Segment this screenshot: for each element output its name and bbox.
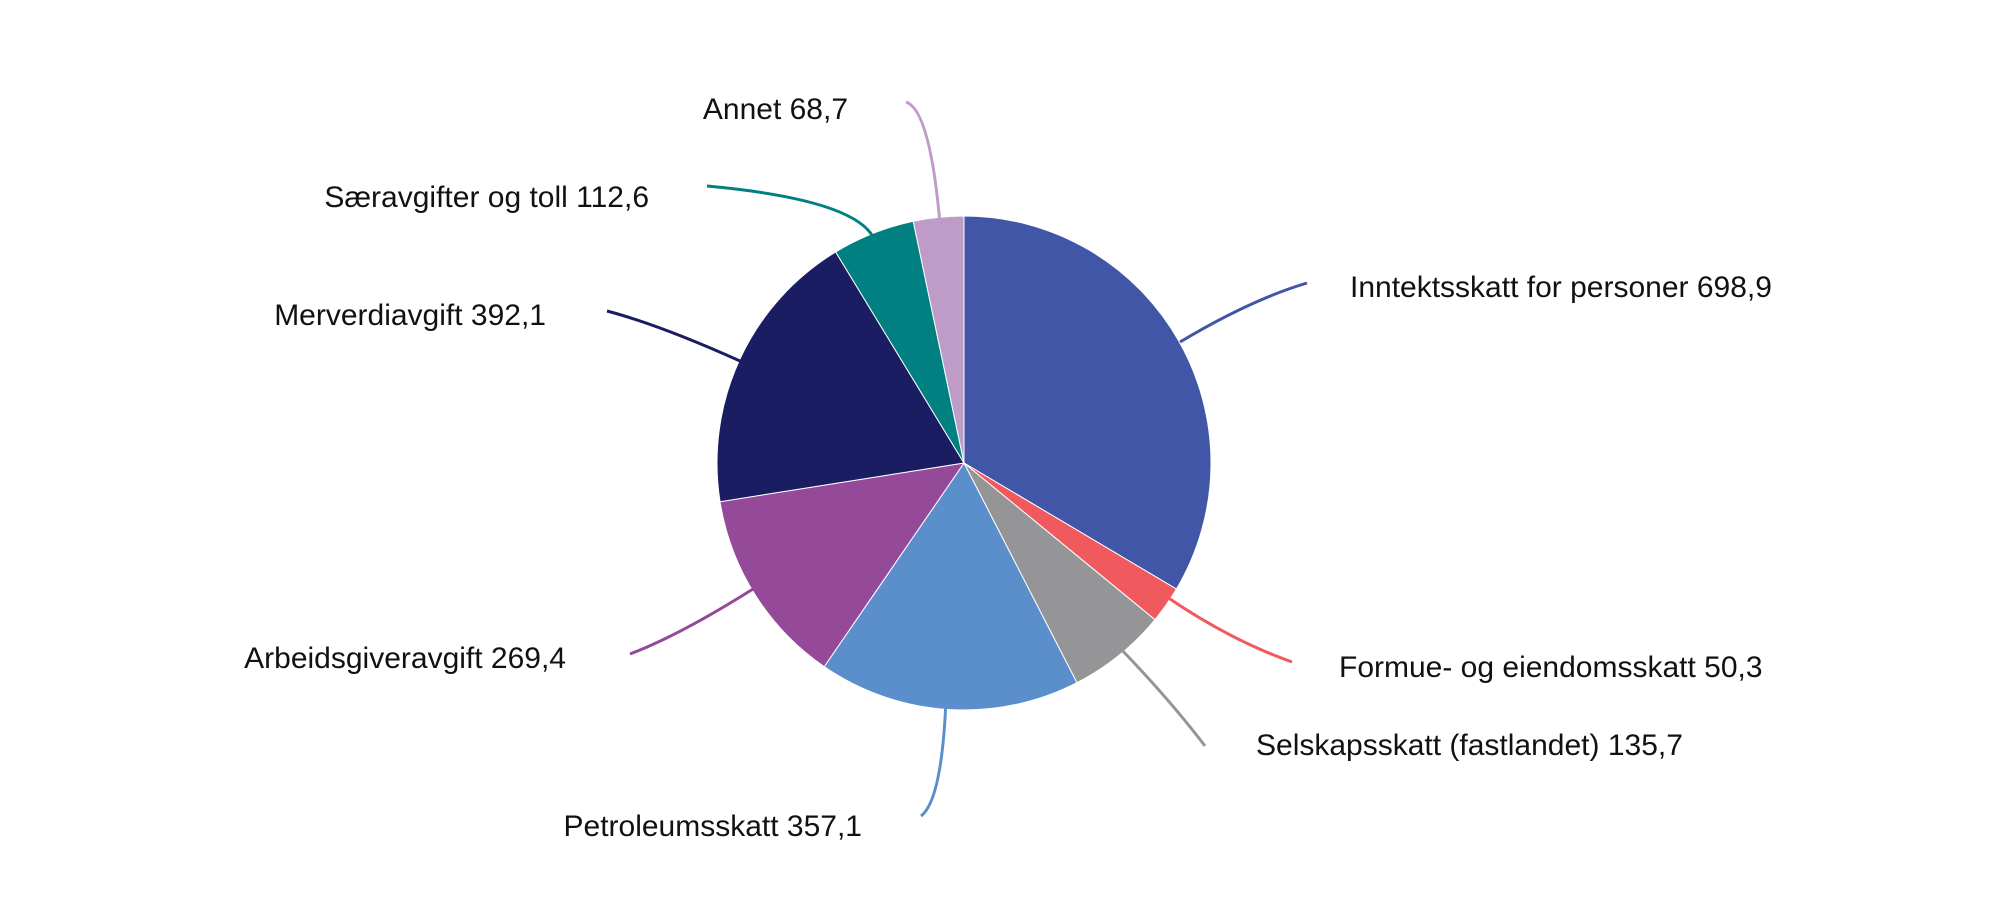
- label-inntektsskatt: Inntektsskatt for personer 698,9: [1350, 271, 1772, 304]
- pie-slice-5: [716, 251, 965, 503]
- leader-line-3: [920, 698, 948, 818]
- leader-line-7: [905, 100, 942, 225]
- label-formuesskatt: Formue- og eiendomsskatt 50,3: [1339, 651, 1763, 684]
- label-arbeidsgiveravgift: Arbeidsgiveravgift 269,4: [244, 642, 566, 675]
- leader-line-0: [1179, 281, 1308, 344]
- label-merverdiavgift: Merverdiavgift 392,1: [274, 299, 546, 332]
- pie-slice-4: [719, 462, 966, 668]
- leader-line-1: [1166, 595, 1293, 664]
- leader-line-2: [1118, 646, 1207, 747]
- leader-line-5: [606, 309, 741, 363]
- pie-slice-3: [823, 462, 1078, 711]
- label-saeravgifter: Særavgifter og toll 112,6: [324, 181, 649, 214]
- leader-line-4: [629, 587, 754, 656]
- pie-slice-0: [963, 215, 1212, 590]
- label-petroleumsskatt: Petroleumsskatt 357,1: [563, 810, 863, 843]
- label-selskapsskatt: Selskapsskatt (fastlandet) 135,7: [1256, 729, 1683, 762]
- leader-line-6: [706, 184, 877, 242]
- label-annet: Annet 68,7: [702, 93, 848, 126]
